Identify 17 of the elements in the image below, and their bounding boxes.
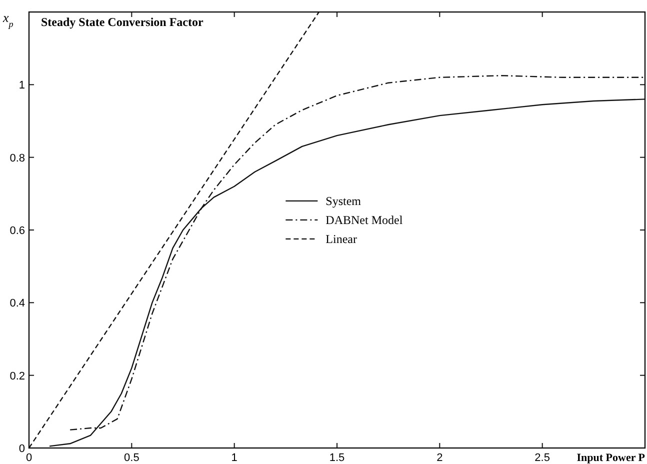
x-tick-label: 1.5 [329,452,345,464]
y-tick-label: 1 [18,80,25,92]
y-axis-title: x$_{p}$ [2,10,14,29]
x-tick-label: 2.5 [534,452,550,464]
y-tick-label: 0 [18,443,25,455]
y-tick-label: 0.2 [10,370,25,382]
x-tick-label: 2 [436,452,443,464]
x-tick-label: 1 [231,452,238,464]
legend-label: System [326,194,362,208]
x-axis-title: Input Power P [576,452,646,464]
chart-title: Steady State Conversion Factor [41,15,204,29]
y-tick-label: 0.6 [10,225,25,237]
legend-label: DABNet Model [326,212,404,227]
y-tick-label: 0.4 [10,298,25,310]
x-tick-label: 0.5 [124,452,140,464]
legend-label: Linear [326,232,357,246]
y-tick-label: 0.8 [10,152,25,164]
